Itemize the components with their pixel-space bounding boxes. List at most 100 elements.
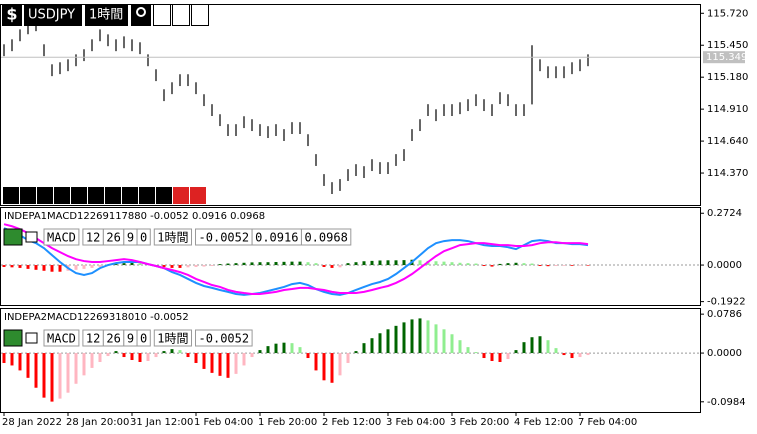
currency-icon[interactable]	[2, 4, 22, 26]
y-tick-label: 0.0786	[707, 309, 742, 320]
indicator-button[interactable]	[153, 329, 193, 347]
histogram-bar	[362, 343, 366, 354]
histogram-bar	[458, 340, 462, 354]
histogram-bar	[154, 353, 158, 358]
histogram-bar	[34, 265, 38, 270]
tool-button[interactable]	[122, 187, 138, 204]
x-tick-label: 1 Feb 04:00	[194, 417, 253, 428]
x-tick-label: 31 Jan 12:00	[130, 417, 193, 428]
histogram-bar	[178, 350, 182, 354]
histogram-bar	[250, 262, 254, 266]
histogram-bar	[50, 353, 54, 402]
indicator-button[interactable]	[153, 228, 193, 246]
histogram-bar	[178, 265, 182, 268]
x-tick-label: 7 Feb 04:00	[578, 417, 637, 428]
tool-button[interactable]	[3, 187, 19, 204]
histogram-bar	[434, 324, 438, 354]
panel-borders	[0, 4, 701, 413]
indicator-button-label: MACD	[47, 231, 76, 245]
close-indicator-button[interactable]	[3, 329, 23, 347]
tool-button[interactable]	[139, 187, 155, 204]
tool-button[interactable]	[190, 187, 206, 204]
histogram-bar	[290, 343, 294, 354]
x-tick-label: 28 Jan 20:00	[66, 417, 129, 428]
y-tick-label: -0.0984	[707, 397, 746, 408]
histogram-bar	[266, 262, 270, 266]
histogram-bar	[138, 263, 142, 266]
histogram-bar	[338, 353, 342, 376]
x-tick-label: 2 Feb 12:00	[322, 417, 381, 428]
histogram-bar	[498, 263, 502, 266]
tool-button[interactable]	[173, 187, 189, 204]
histogram-bar	[586, 353, 590, 356]
histogram-bar	[370, 260, 374, 266]
bottom-toolbar	[3, 187, 206, 204]
histogram-bar	[226, 353, 230, 378]
histogram-bar	[122, 353, 126, 358]
symbol-box[interactable]	[24, 4, 82, 26]
indicator-button-label: 9	[127, 332, 134, 346]
indicator-button[interactable]	[300, 228, 352, 246]
y-tick-label: 0.0000	[707, 260, 742, 271]
histogram-bar	[506, 263, 510, 266]
indicator-button-label: 26	[106, 231, 120, 245]
tool-button[interactable]	[156, 187, 172, 204]
histogram-bar	[98, 265, 102, 267]
histogram-bar	[26, 353, 30, 378]
tool-button[interactable]	[71, 187, 87, 204]
histogram-bar	[226, 263, 230, 266]
y-tick-label: 114.910	[707, 104, 748, 115]
histogram-bar	[202, 353, 206, 369]
histogram-bar	[82, 265, 86, 269]
indicator-button-label: 0.0968	[304, 231, 347, 245]
empty-button[interactable]	[153, 4, 171, 26]
y-tick-label: 115.720	[707, 8, 748, 19]
indicator-button[interactable]	[43, 228, 80, 246]
tool-button[interactable]	[20, 187, 36, 204]
histogram-bar	[58, 353, 62, 399]
tool-button[interactable]	[54, 187, 70, 204]
histogram-bar	[402, 260, 406, 266]
indicator-button[interactable]	[136, 228, 151, 246]
histogram-bar	[570, 265, 574, 266]
histogram-bar	[330, 265, 334, 268]
close-indicator-button[interactable]	[3, 228, 23, 246]
histogram-bar	[578, 353, 582, 358]
histogram-bar	[386, 329, 390, 354]
histogram-bar	[106, 353, 110, 357]
indicator-button-label: -0.0052	[199, 332, 250, 346]
timeframe-box[interactable]	[85, 4, 128, 26]
histogram-bar	[466, 263, 470, 266]
empty-button[interactable]	[191, 4, 209, 26]
tool-button[interactable]	[105, 187, 121, 204]
indicator-button-label: 0.0916	[255, 231, 298, 245]
y-tick-label: 115.180	[707, 72, 748, 83]
y-tick-label: 115.450	[707, 40, 748, 51]
histogram-bar	[162, 265, 166, 267]
histogram-bar	[266, 346, 270, 354]
indicator-button[interactable]	[43, 329, 80, 347]
histogram-bar	[162, 351, 166, 354]
indicator-button-label: 12	[86, 231, 100, 245]
empty-button[interactable]	[172, 4, 190, 26]
x-tick-label: 3 Feb 04:00	[386, 417, 445, 428]
histogram-bar	[546, 265, 550, 267]
histogram-bar	[546, 340, 550, 354]
histogram-bar	[282, 261, 286, 266]
histogram-bar	[346, 263, 350, 266]
tool-button[interactable]	[88, 187, 104, 204]
histogram-bar	[522, 342, 526, 354]
tool-button[interactable]	[37, 187, 53, 204]
x-tick-label: 1 Feb 20:00	[258, 417, 317, 428]
histogram-bar	[218, 353, 222, 376]
indicator-button[interactable]	[136, 329, 151, 347]
histogram-bar	[346, 353, 350, 363]
y-tick-label: 0.0000	[707, 348, 742, 359]
histogram-bar	[466, 347, 470, 354]
histogram-bar	[530, 337, 534, 354]
histogram-bar	[354, 262, 358, 266]
indicator-button[interactable]	[195, 329, 253, 347]
x-tick-label: 28 Jan 2022	[2, 417, 62, 428]
histogram-bar	[482, 265, 486, 267]
